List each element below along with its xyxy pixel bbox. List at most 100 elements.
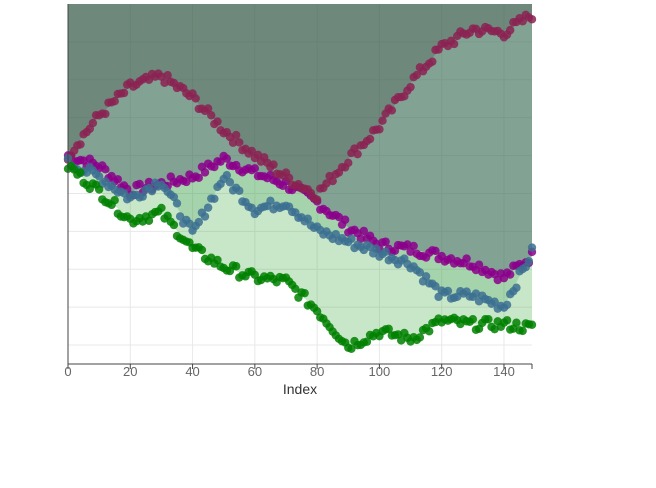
data-points [63,10,537,354]
data-point [163,71,172,80]
data-point [203,203,213,212]
data-point [425,327,434,336]
data-point [222,154,232,163]
x-tick-label: 80 [310,364,324,379]
data-point [347,344,356,354]
data-point [135,179,144,189]
data-point [331,230,341,239]
data-point [160,78,169,87]
data-point [144,177,154,187]
data-point [359,226,369,236]
data-point [144,216,154,225]
data-point [415,333,425,342]
data-point [172,199,182,208]
data-point [76,168,85,177]
data-point [506,25,515,35]
data-point [387,106,397,115]
data-point [518,326,527,336]
data-point [210,194,219,204]
data-point [235,138,244,147]
data-point [182,177,191,187]
data-point [468,315,478,324]
data-point [250,164,260,173]
data-point [300,288,309,298]
series-1-area [68,4,532,195]
x-tick-label: 100 [369,364,391,379]
data-point [527,15,537,24]
data-point [213,255,222,265]
data-point [76,140,85,149]
data-point [269,160,278,169]
data-point [415,268,425,277]
data-point [512,283,521,292]
data-point [266,196,275,206]
data-point [347,234,356,243]
data-point [101,165,110,174]
data-point [194,173,203,182]
data-point [247,146,256,156]
data-point [518,17,527,26]
data-point [340,215,350,224]
x-tick-label: 40 [185,364,199,379]
data-point [284,173,294,183]
x-tick-label: 0 [64,364,71,379]
data-point [169,192,179,202]
data-point [175,212,185,221]
data-point [527,243,537,252]
data-point [412,70,421,80]
data-point [197,245,207,255]
data-point [375,125,384,134]
data-point [110,97,119,106]
data-point [384,324,393,334]
data-point [113,175,123,184]
data-point [524,257,534,266]
data-point [203,104,213,113]
data-point [88,118,98,128]
data-point [512,318,521,327]
data-point [502,300,512,310]
data-point [138,192,147,201]
data-point [312,195,322,204]
data-point [194,217,203,227]
data-point [207,111,216,120]
data-point [94,172,104,181]
data-point [303,214,312,223]
data-point [381,237,390,246]
data-point [225,178,235,187]
axes: 0 20 40 60 80 100 120 140 [64,4,533,379]
data-point [200,212,210,221]
data-point [101,109,110,119]
data-point [378,116,387,125]
grid [67,4,532,364]
data-point [147,186,157,196]
data-point [228,138,238,147]
data-point [449,39,459,49]
data-point [291,284,300,294]
data-point [434,292,443,302]
data-point [431,282,440,291]
data-point [157,203,166,213]
data-point [428,57,437,66]
data-point [235,186,244,195]
data-point [462,254,471,263]
data-point [200,168,210,177]
data-point [94,185,104,194]
data-point [119,88,129,98]
data-point [381,247,390,256]
data-point [506,270,515,279]
x-axis-title: Index [283,381,317,397]
data-point [372,244,381,254]
data-point [443,286,453,296]
data-point [328,176,337,186]
data-point [421,272,431,281]
x-tick-label: 140 [493,364,515,379]
data-point [231,130,241,140]
data-point [431,246,440,256]
x-tick-label: 120 [431,364,453,379]
series-1-points [63,10,537,204]
data-point [231,262,241,271]
series-3-points [63,161,537,354]
data-point [110,196,119,205]
